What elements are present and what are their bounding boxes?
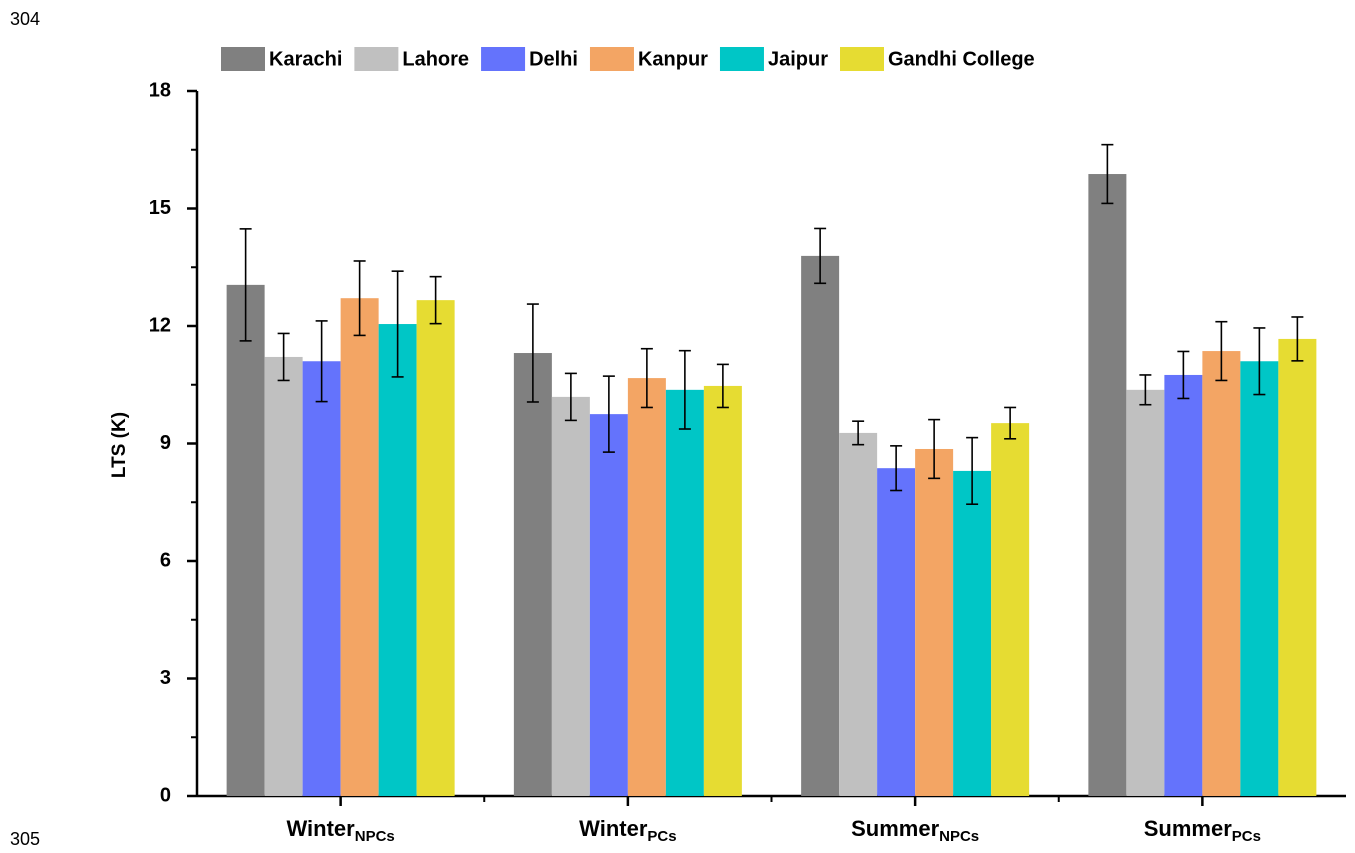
bar	[378, 324, 417, 796]
legend-swatch	[481, 47, 526, 71]
legend-swatch	[221, 47, 265, 71]
error-bar	[277, 332, 290, 382]
error-bar	[1101, 143, 1114, 205]
bar	[302, 361, 341, 796]
bar	[1126, 389, 1165, 796]
error-bar	[1215, 320, 1228, 382]
bar	[551, 396, 590, 796]
error-bar	[814, 227, 827, 285]
category-subscript: PCs	[1232, 828, 1261, 845]
category-text: Winter	[579, 816, 648, 841]
y-tick-label: 9	[160, 432, 171, 454]
y-tick-label: 6	[160, 549, 171, 571]
category-subscript: PCs	[647, 828, 676, 845]
x-tick-label: SummerPCs	[1144, 816, 1261, 845]
y-tick-label: 18	[149, 79, 171, 101]
category-subscript: NPCs	[939, 828, 979, 845]
y-tick-label: 15	[149, 197, 171, 219]
bar	[627, 378, 666, 796]
bar	[226, 284, 265, 796]
error-bar	[678, 349, 691, 430]
bar	[991, 423, 1030, 796]
bar	[589, 414, 628, 796]
legend-label: Delhi	[529, 48, 578, 70]
bar	[953, 470, 992, 796]
error-bar	[890, 445, 903, 492]
error-bar	[1291, 316, 1304, 362]
error-bar	[1177, 350, 1190, 400]
error-bar	[391, 270, 404, 378]
error-bar	[1139, 374, 1152, 406]
bar	[1202, 351, 1241, 796]
line-number: 305	[10, 829, 40, 848]
legend-label: Jaipur	[768, 48, 828, 70]
x-tick-label: SummerNPCs	[851, 816, 979, 845]
error-bar	[852, 420, 865, 446]
bar	[1088, 174, 1127, 797]
bar	[416, 300, 455, 796]
y-tick-label: 0	[160, 784, 171, 806]
error-bar	[716, 363, 729, 409]
error-bar	[429, 275, 442, 325]
y-axis-label: LTS (K)	[109, 412, 130, 478]
bar	[1240, 361, 1279, 796]
x-tick-label: WinterNPCs	[286, 816, 394, 845]
error-bar	[353, 260, 366, 337]
error-bar	[1253, 327, 1266, 396]
category-text: Summer	[851, 816, 939, 841]
x-tick-label: WinterPCs	[579, 816, 676, 845]
bar	[513, 353, 552, 796]
error-bar	[602, 375, 615, 453]
error-bar	[239, 228, 252, 342]
bar	[839, 432, 878, 796]
y-tick-label: 12	[149, 314, 171, 336]
bar	[915, 448, 954, 796]
category-subscript: NPCs	[355, 828, 395, 845]
error-bar	[526, 303, 539, 403]
legend-label: Karachi	[269, 48, 342, 70]
legend-label: Gandhi College	[888, 48, 1035, 70]
error-bar	[564, 372, 577, 422]
error-bar	[928, 418, 941, 480]
category-text: Winter	[286, 816, 355, 841]
legend-swatch	[354, 47, 399, 71]
error-bar	[640, 347, 653, 409]
bar	[801, 255, 840, 796]
bar	[1278, 338, 1317, 796]
legend-swatch	[719, 47, 764, 71]
y-tick-label: 3	[160, 667, 171, 689]
legend-label: Lahore	[402, 48, 469, 70]
bar	[877, 468, 916, 796]
bar	[703, 385, 742, 796]
category-text: Summer	[1144, 816, 1232, 841]
error-bar	[315, 320, 328, 403]
legend-swatch	[840, 47, 884, 71]
bar	[1164, 374, 1203, 796]
error-bar	[1004, 406, 1017, 440]
legend-swatch	[589, 47, 634, 71]
bar	[264, 356, 303, 796]
bar	[665, 389, 704, 796]
legend-label: Kanpur	[638, 48, 708, 70]
line-number: 304	[10, 9, 40, 29]
error-bar	[966, 436, 979, 506]
bar	[340, 298, 379, 796]
